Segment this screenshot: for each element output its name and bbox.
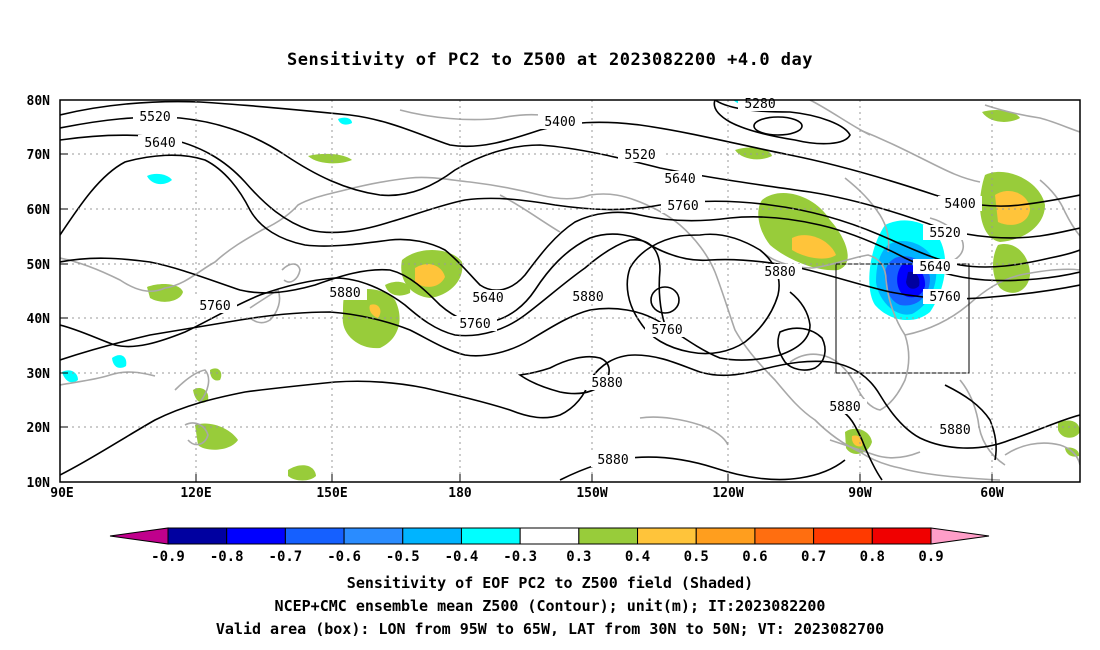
colorbar-cell xyxy=(754,527,815,545)
caption-line-2: NCEP+CMC ensemble mean Z500 (Contour); u… xyxy=(274,597,826,615)
contour-label: 5760 xyxy=(459,317,490,332)
colorbar-cell xyxy=(402,527,462,545)
colorbar-cell xyxy=(813,527,873,545)
colorbar-label: 0.9 xyxy=(918,549,943,565)
lon-label: 180 xyxy=(448,486,472,501)
contour-label: 5760 xyxy=(651,323,682,338)
caption-line-3: Valid area (box): LON from 95W to 65W, L… xyxy=(215,620,885,638)
colorbar-cells xyxy=(167,527,932,545)
colorbar-label: -0.9 xyxy=(151,549,185,565)
lon-label: 90E xyxy=(50,486,73,501)
lat-label: 40N xyxy=(27,312,51,327)
colorbar-cell xyxy=(284,527,345,545)
colorbar-cell xyxy=(695,527,756,545)
colorbar-label: 0.8 xyxy=(860,549,885,565)
colorbar-cell xyxy=(226,527,286,545)
colorbar-cell xyxy=(519,527,580,545)
lat-label: 80N xyxy=(27,94,51,109)
colorbar-label: 0.3 xyxy=(566,549,591,565)
colorbar-labels: -0.9 -0.8 -0.7 -0.6 -0.5 -0.4 -0.3 0.3 0.4 0.5 0.6… xyxy=(151,549,944,565)
lat-label: 60N xyxy=(27,203,51,218)
colorbar-cell xyxy=(637,527,697,545)
gridlines xyxy=(60,100,1080,482)
contour-label: 5880 xyxy=(572,290,603,305)
lon-label: 150W xyxy=(576,486,607,501)
lon-label: 90W xyxy=(848,486,872,501)
colorbar: -0.9 -0.8 -0.7 -0.6 -0.5 -0.4 -0.3 0.3 0.4 0.5 0.6… xyxy=(109,527,990,565)
colorbar-label: -0.3 xyxy=(503,549,537,565)
positive-patch-nw-pacific xyxy=(735,147,848,271)
page-title: Sensitivity of PC2 to Z500 at 2023082200… xyxy=(286,50,813,70)
longitude-labels: 90E 120E 150E 180 150W 120W 90W 60W xyxy=(50,486,1004,501)
axis-ticks xyxy=(60,99,993,482)
contour-label: 5880 xyxy=(591,376,622,391)
contour-label: 5520 xyxy=(624,148,655,163)
contour-label: 5760 xyxy=(929,290,960,305)
latitude-labels: 80N 70N 60N 50N 40N 30N 20N 10N xyxy=(27,94,51,491)
lat-label: 50N xyxy=(27,258,51,273)
contour-label: 5520 xyxy=(139,110,170,125)
contour-label: 5880 xyxy=(597,453,628,468)
contour-label: 5880 xyxy=(939,423,970,438)
contour-label: 5880 xyxy=(764,265,795,280)
colorbar-label: -0.7 xyxy=(269,549,303,565)
contour-label: 5640 xyxy=(472,291,503,306)
contour-label: 5400 xyxy=(544,115,575,130)
caption-line-1: Sensitivity of EOF PC2 to Z500 field (Sh… xyxy=(346,574,754,592)
colorbar-label: 0.4 xyxy=(625,549,650,565)
contour-label: 5880 xyxy=(829,400,860,415)
colorbar-label: 0.6 xyxy=(742,549,767,565)
lat-label: 20N xyxy=(27,421,51,436)
colorbar-label: -0.4 xyxy=(445,549,479,565)
colorbar-label: -0.5 xyxy=(386,549,420,565)
contour-labels: 5520 5640 5280 5400 5520 5640 5760 5400 … xyxy=(133,96,982,468)
contour-label: 5760 xyxy=(199,299,230,314)
contour-label: 5400 xyxy=(944,197,975,212)
colorbar-cell xyxy=(578,527,639,545)
lon-label: 60W xyxy=(980,486,1004,501)
colorbar-label: 0.7 xyxy=(801,549,826,565)
contour-label: 5520 xyxy=(929,226,960,241)
map-frame xyxy=(59,99,1081,483)
colorbar-cell xyxy=(460,527,521,545)
lon-label: 120E xyxy=(180,486,211,501)
lon-label: 120W xyxy=(712,486,743,501)
contour-label: 5880 xyxy=(329,286,360,301)
positive-patch-pacific xyxy=(147,153,463,481)
contour-label: 5640 xyxy=(919,260,950,275)
colorbar-cell xyxy=(167,527,228,545)
contour-label: 5640 xyxy=(664,172,695,187)
lat-label: 70N xyxy=(27,148,51,163)
contour-label: 5640 xyxy=(144,136,175,151)
coastlines xyxy=(60,100,1080,481)
lat-label: 10N xyxy=(27,476,51,491)
lon-label: 150E xyxy=(316,486,347,501)
lat-label: 30N xyxy=(27,367,51,382)
colorbar-high-triangle xyxy=(930,527,990,545)
positive-patch-sea xyxy=(193,368,1080,457)
colorbar-low-triangle xyxy=(109,527,169,545)
contour-label: 5760 xyxy=(667,199,698,214)
colorbar-label: -0.6 xyxy=(327,549,361,565)
colorbar-cell xyxy=(871,527,932,545)
colorbar-label: -0.8 xyxy=(210,549,244,565)
colorbar-label: 0.5 xyxy=(684,549,709,565)
colorbar-cell xyxy=(343,527,404,545)
